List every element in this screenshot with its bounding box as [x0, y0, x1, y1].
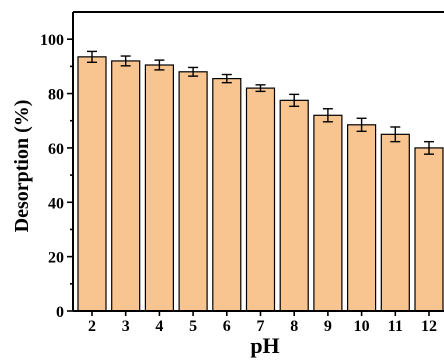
bar-ph-2	[77, 56, 107, 312]
x-tick-label-8: 8	[290, 318, 298, 335]
bar-ph-10	[347, 124, 377, 312]
bar-ph-3	[111, 60, 141, 312]
y-tick-label-60: 60	[48, 141, 64, 158]
y-ticks-layer: 0 20 40 60 80 100	[40, 32, 73, 321]
y-axis-title: Desorption (%)	[11, 100, 33, 233]
y-tick-label-20: 20	[48, 250, 64, 267]
bar-ph-7	[245, 87, 276, 312]
bar-ph-6	[212, 77, 242, 312]
x-tick-label-12: 12	[421, 318, 437, 335]
y-tick-label-80: 80	[48, 87, 64, 104]
bar-ph-8	[279, 99, 309, 312]
bar-ph-11	[380, 133, 410, 312]
x-ticks-layer: 2 3 4 5 6 7 8 9 10 11 12	[88, 311, 437, 335]
x-tick-label-3: 3	[122, 318, 130, 335]
x-tick-label-6: 6	[223, 318, 231, 335]
axes-layer	[72, 11, 444, 312]
y-tick-label-40: 40	[48, 195, 64, 212]
x-tick-label-11: 11	[388, 318, 403, 335]
y-tick-label-100: 100	[40, 32, 64, 49]
error-bars-layer	[87, 50, 434, 155]
x-tick-label-5: 5	[189, 318, 197, 335]
bar-ph-4	[144, 64, 174, 312]
y-tick-label-0: 0	[56, 304, 64, 321]
bar-ph-5	[178, 71, 208, 312]
x-tick-label-2: 2	[88, 318, 96, 335]
bar-ph-9	[313, 114, 343, 312]
x-tick-label-4: 4	[155, 318, 163, 335]
bar-ph-12	[414, 147, 444, 312]
bars-layer	[77, 56, 444, 312]
x-tick-label-9: 9	[324, 318, 332, 335]
x-tick-label-7: 7	[257, 318, 265, 335]
x-tick-label-10: 10	[354, 318, 370, 335]
x-axis-title: pH	[250, 333, 279, 358]
